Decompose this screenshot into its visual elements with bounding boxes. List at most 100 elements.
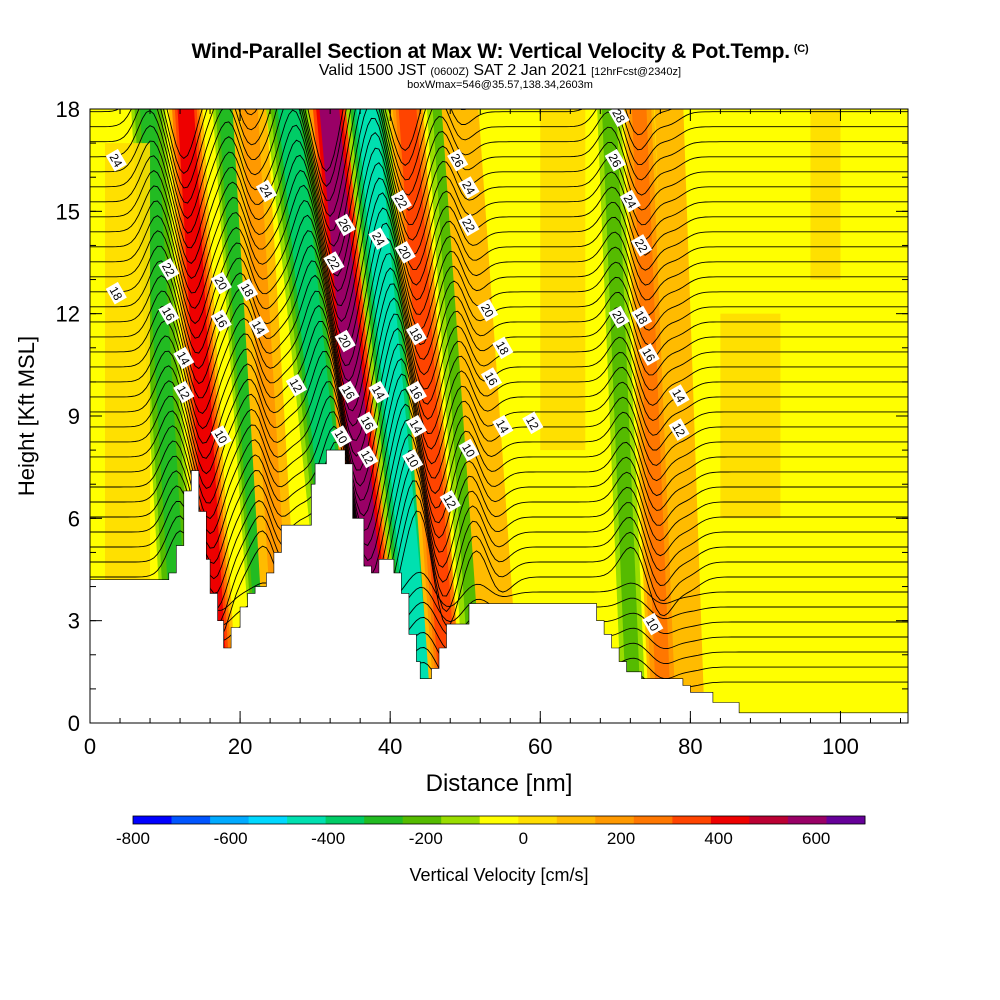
- contour-label-7: 16: [210, 309, 232, 332]
- colorbar-tick-3: -200: [409, 829, 443, 848]
- contour-label-33: 16: [480, 367, 503, 390]
- contour-label-43: 18: [631, 305, 653, 329]
- colorbar-tick-5: 200: [607, 829, 635, 848]
- contour-label-16: 16: [338, 380, 360, 404]
- svg-text:22: 22: [324, 253, 343, 272]
- x-tick-label-3: 60: [528, 734, 552, 759]
- colorbar-tick-1: -600: [214, 829, 248, 848]
- contour-label-14: 22: [323, 251, 345, 274]
- theta-contours: [90, 109, 908, 705]
- contour-label-24: 12: [357, 445, 379, 469]
- theta-contour-35: [90, 109, 908, 232]
- colorbar-tick-2: -400: [311, 829, 345, 848]
- contour-label-25: 16: [405, 380, 427, 404]
- svg-text:10: 10: [403, 451, 422, 470]
- colorbar-swatch-5: [325, 816, 365, 824]
- colorbar-swatch-4: [287, 816, 327, 824]
- svg-text:18: 18: [493, 339, 512, 358]
- svg-text:16: 16: [639, 346, 658, 365]
- contour-label-1: 18: [105, 281, 127, 305]
- contour-label-18: 24: [368, 227, 390, 250]
- contour-label-15: 20: [334, 329, 356, 353]
- velocity-band-6-level-3: [356, 109, 435, 723]
- forecast-info: [12hrFcst@2340z]: [591, 66, 682, 78]
- svg-text:16: 16: [339, 383, 358, 402]
- colorbar-tick-7: 600: [802, 829, 830, 848]
- contour-label-21: 18: [405, 322, 427, 346]
- svg-text:16: 16: [482, 369, 501, 388]
- contour-label-26: 14: [405, 414, 427, 438]
- theta-contour-14: [90, 403, 908, 547]
- svg-text:14: 14: [669, 386, 688, 405]
- colorbar-swatch-2: [210, 816, 250, 824]
- theta-contour-9: [90, 480, 908, 622]
- contour-label-42: 20: [608, 305, 630, 329]
- chart-title: Wind-Parallel Section at Max W: Vertical…: [0, 38, 1000, 63]
- contour-label-17: 10: [330, 425, 352, 448]
- colorbar-swatch-0: [133, 816, 172, 824]
- theta-contour-24: [90, 252, 908, 397]
- svg-text:12: 12: [523, 414, 542, 433]
- svg-text:16: 16: [159, 305, 178, 324]
- contour-label-5: 18: [237, 278, 259, 302]
- colorbar-label: Vertical Velocity [cm/s]: [409, 865, 588, 885]
- weak-ascent-patch-2: [720, 313, 781, 519]
- svg-text:16: 16: [358, 414, 377, 433]
- theta-contour-30: [90, 162, 908, 307]
- svg-text:20: 20: [211, 274, 230, 293]
- chart-title-block: Wind-Parallel Section at Max W: Vertical…: [0, 38, 1000, 91]
- svg-text:22: 22: [159, 260, 178, 279]
- weak-ascent-patch-1: [540, 109, 586, 451]
- svg-text:20: 20: [335, 332, 354, 351]
- colorbar-swatch-11: [556, 816, 596, 824]
- theta-contour-12: [90, 433, 908, 576]
- theta-contour-13: [90, 419, 908, 562]
- contour-label-27: 10: [402, 449, 424, 472]
- contour-label-37: 12: [439, 490, 461, 513]
- svg-text:14: 14: [407, 417, 426, 436]
- colorbar-swatch-9: [479, 816, 519, 824]
- colorbar-swatch-1: [171, 816, 211, 824]
- contour-label-23: 16: [357, 411, 379, 435]
- svg-text:14: 14: [249, 318, 268, 337]
- svg-text:24: 24: [369, 230, 388, 249]
- svg-text:26: 26: [605, 151, 624, 170]
- colorbar-swatch-10: [518, 816, 558, 824]
- contour-label-45: 14: [668, 384, 690, 407]
- svg-text:10: 10: [643, 615, 662, 634]
- velocity-band-10-level-3: [601, 109, 642, 723]
- svg-text:24: 24: [257, 182, 276, 201]
- svg-text:16: 16: [211, 311, 230, 330]
- svg-text:22: 22: [632, 236, 651, 255]
- svg-text:12: 12: [440, 492, 459, 511]
- colorbar-swatch-12: [595, 816, 635, 824]
- theta-contour-19: [90, 327, 908, 471]
- y-tick-label-0: 0: [68, 711, 80, 736]
- theta-contour-10: [90, 464, 908, 605]
- colorbar-swatch-8: [441, 816, 481, 824]
- copyright-mark: (C): [793, 43, 809, 55]
- theta-contour-36: [90, 109, 908, 217]
- theta-contour-32: [90, 131, 908, 277]
- svg-text:12: 12: [174, 383, 193, 402]
- contour-label-9: 14: [173, 346, 195, 370]
- colorbar-swatch-15: [710, 816, 750, 824]
- svg-text:22: 22: [392, 192, 411, 211]
- svg-text:24: 24: [620, 192, 639, 211]
- contour-label-31: 20: [477, 299, 499, 322]
- colorbar-swatch-6: [364, 816, 404, 824]
- svg-text:24: 24: [106, 151, 125, 170]
- theta-contour-16: [90, 373, 908, 517]
- theta-contour-34: [90, 109, 908, 247]
- theta-contour-31: [90, 147, 908, 292]
- theta-contour-38: [90, 109, 908, 187]
- contour-label-35: 12: [522, 411, 544, 435]
- contour-label-10: 12: [173, 380, 195, 404]
- velocity-band-9-level-3: [451, 109, 512, 723]
- axes: 0 20 40 60 80 100 0 3 6 9 12 15 18: [56, 97, 908, 759]
- contour-label-32: 18: [492, 336, 514, 360]
- chart-subtitle: Valid 1500 JST (0600Z) SAT 2 Jan 2021 [1…: [0, 63, 1000, 80]
- svg-text:14: 14: [174, 349, 193, 368]
- x-axis-title: Distance [nm]: [426, 770, 573, 797]
